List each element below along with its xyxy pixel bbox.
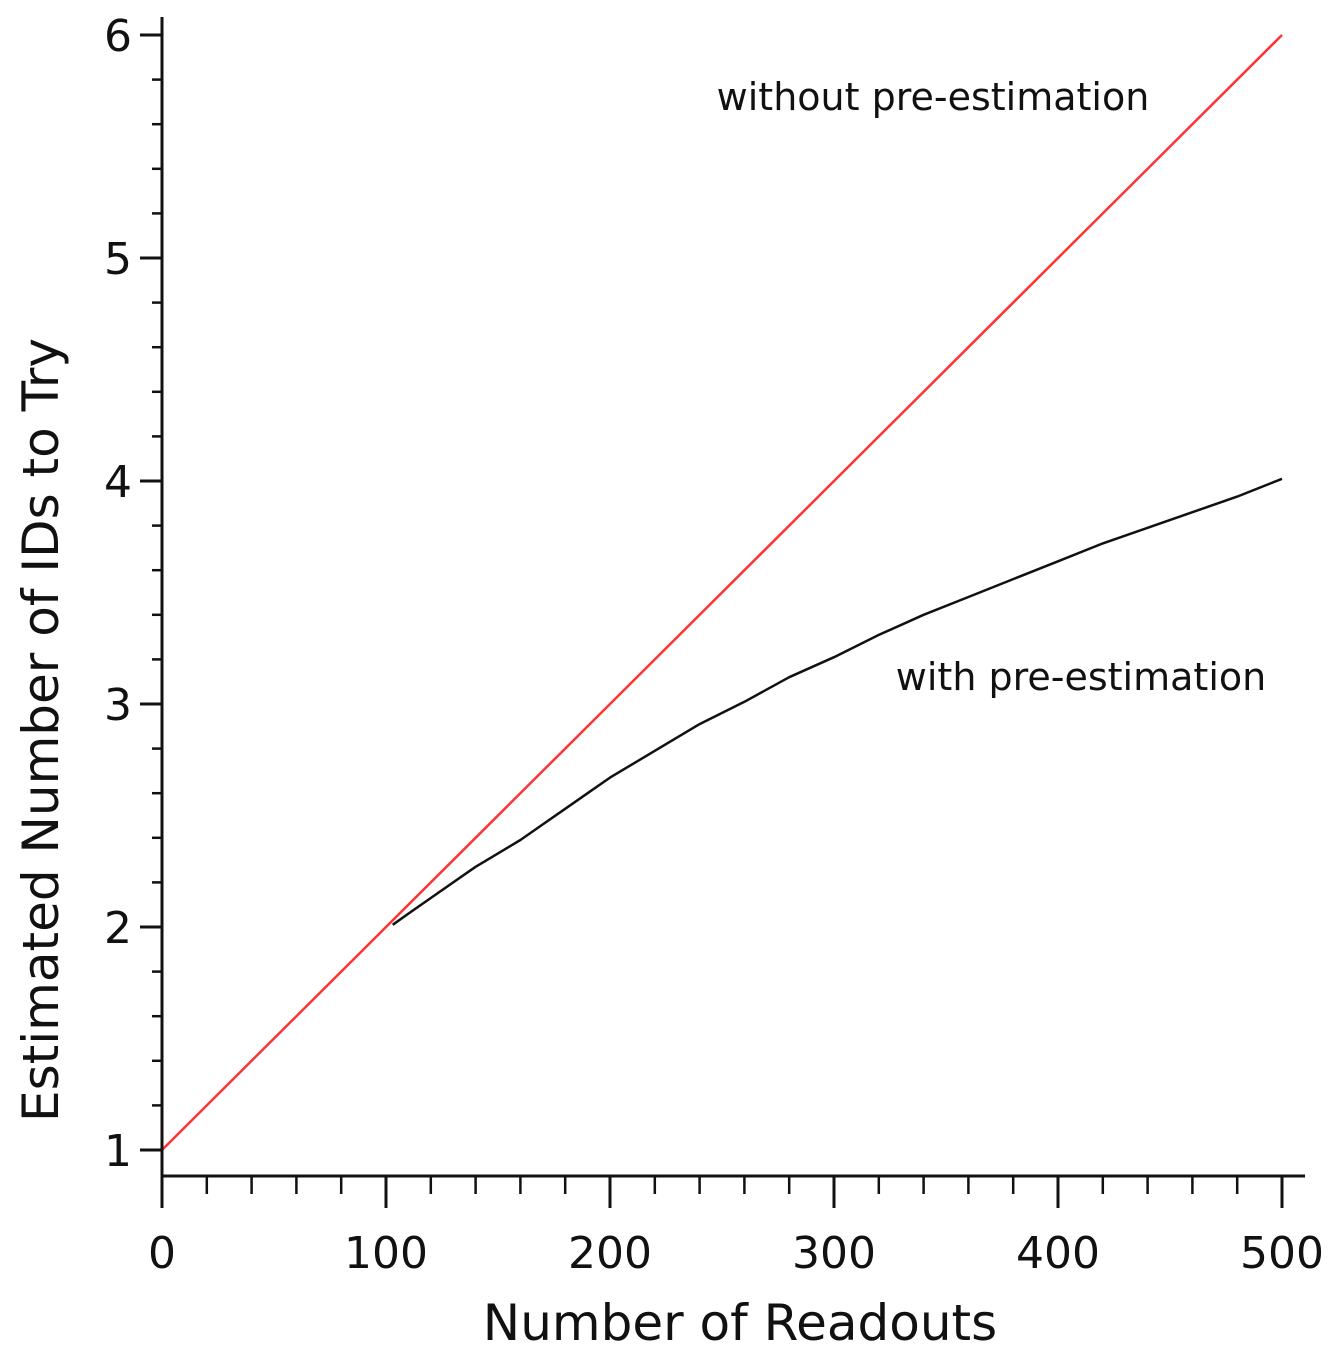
y-tick-label: 6 bbox=[104, 11, 132, 62]
axes-layer bbox=[140, 17, 1305, 1208]
y-tick-label: 2 bbox=[104, 903, 132, 954]
labels-layer: 1 2 3 4 5 6 0 100 200 300 400 500 without pre-estima… bbox=[104, 11, 1324, 1279]
x-tick-label: 200 bbox=[568, 1228, 652, 1279]
x-axis-title: Number of Readouts bbox=[483, 1294, 997, 1351]
series-line-without-pre-estimation bbox=[161, 34, 1283, 1151]
y-tick-label: 3 bbox=[104, 680, 132, 731]
x-tick-label: 400 bbox=[1016, 1228, 1100, 1279]
y-tick-label: 4 bbox=[104, 457, 132, 508]
series-layer bbox=[161, 34, 1283, 1151]
annotation-without-pre-estimation: without pre-estimation bbox=[717, 75, 1150, 119]
y-axis-title: Estimated Number of IDs to Try bbox=[12, 338, 70, 1122]
annotation-with-pre-estimation: with pre-estimation bbox=[896, 655, 1266, 699]
x-tick-label: 300 bbox=[792, 1228, 876, 1279]
y-tick-label: 5 bbox=[104, 234, 132, 285]
x-tick-label: 100 bbox=[344, 1228, 428, 1279]
series-line-with-pre-estimation bbox=[391, 477, 1283, 926]
x-tick-label: 0 bbox=[148, 1228, 176, 1279]
y-tick-label: 1 bbox=[104, 1126, 132, 1177]
x-tick-label: 500 bbox=[1240, 1228, 1324, 1279]
